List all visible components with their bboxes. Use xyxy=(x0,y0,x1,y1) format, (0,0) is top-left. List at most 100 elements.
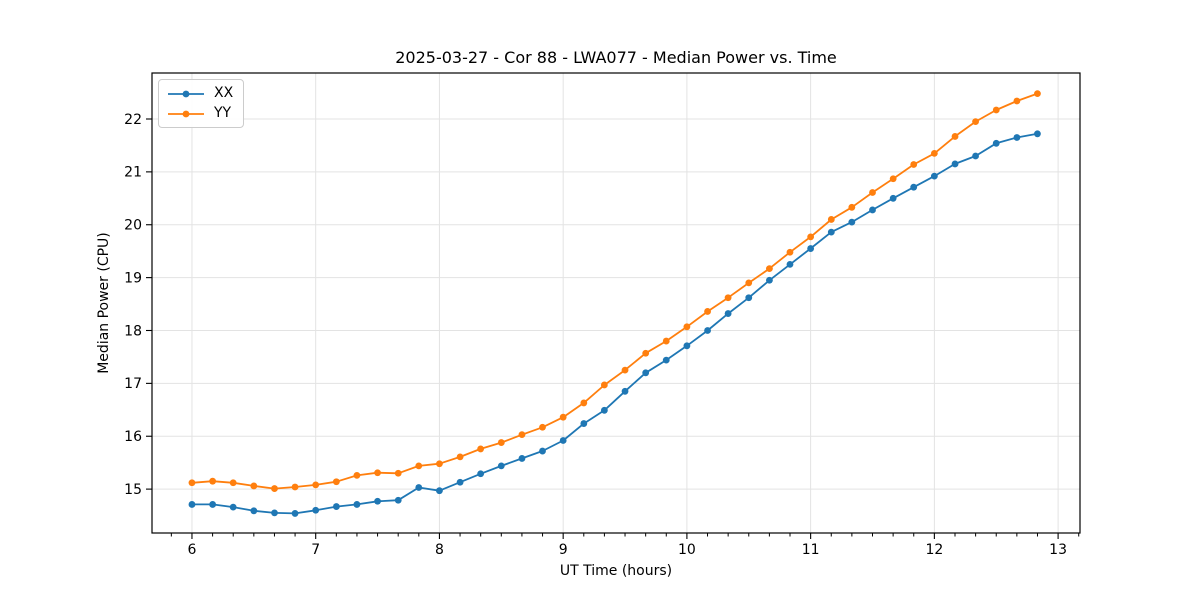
data-point-xx xyxy=(930,172,938,180)
data-point-xx xyxy=(786,261,794,268)
data-point-yy xyxy=(869,189,876,196)
data-point-yy xyxy=(312,481,320,489)
data-point-yy xyxy=(188,479,196,487)
data-point-yy xyxy=(477,445,485,453)
x-tick-label: 12 xyxy=(925,542,943,558)
data-point-xx xyxy=(291,510,299,517)
data-point-yy xyxy=(539,423,546,431)
data-point-yy xyxy=(559,413,567,421)
data-point-xx xyxy=(353,501,361,508)
y-tick-label: 18 xyxy=(124,323,142,339)
data-point-xx xyxy=(992,139,1000,147)
data-point-yy xyxy=(642,349,650,357)
legend-item-xx: XX xyxy=(167,85,233,102)
data-point-xx xyxy=(724,310,732,317)
data-point-yy xyxy=(332,478,340,486)
data-point-yy xyxy=(662,337,670,345)
series-line-xx xyxy=(192,132,1038,515)
x-tick-label: 9 xyxy=(559,542,568,558)
data-point-yy xyxy=(683,323,691,331)
data-point-yy xyxy=(992,106,1000,114)
data-point-xx xyxy=(456,478,464,486)
y-tick-label: 16 xyxy=(124,429,142,445)
data-point-yy xyxy=(807,233,815,241)
x-tick-label: 10 xyxy=(678,542,696,558)
data-point-yy xyxy=(724,294,732,302)
y-tick-label: 15 xyxy=(124,482,142,498)
data-point-yy xyxy=(580,399,588,407)
data-point-yy xyxy=(600,381,608,389)
data-point-xx xyxy=(704,327,711,334)
y-tick-label: 21 xyxy=(124,165,142,181)
data-point-xx xyxy=(188,501,196,508)
data-point-xx xyxy=(518,455,526,462)
data-point-yy xyxy=(745,279,753,287)
data-point-yy xyxy=(291,483,299,491)
data-point-xx xyxy=(209,501,217,508)
data-point-yy xyxy=(497,439,505,446)
data-point-xx xyxy=(394,496,402,504)
data-point-yy xyxy=(456,453,464,461)
axes-spines xyxy=(151,72,1081,534)
data-point-yy xyxy=(394,469,402,477)
data-point-xx xyxy=(869,206,876,214)
data-point-xx xyxy=(477,470,485,478)
chart-title: 2025-03-27 - Cor 88 - LWA077 - Median Po… xyxy=(395,48,837,67)
legend-line-marker-icon xyxy=(167,88,205,100)
x-tick-label: 11 xyxy=(802,542,820,558)
y-tick-label: 19 xyxy=(124,270,142,286)
legend-label: YY xyxy=(214,105,232,121)
data-point-xx xyxy=(683,342,691,350)
data-point-xx xyxy=(559,437,567,444)
data-point-yy xyxy=(827,216,835,223)
x-tick-label: 8 xyxy=(435,542,444,558)
x-tick-label: 6 xyxy=(188,542,197,558)
data-point-xx xyxy=(662,356,670,364)
data-point-xx xyxy=(621,387,629,395)
data-point-xx xyxy=(972,152,979,160)
data-point-yy xyxy=(951,133,959,140)
data-point-yy xyxy=(1034,90,1041,98)
data-point-xx xyxy=(600,406,608,414)
legend-label: XX xyxy=(214,85,234,101)
data-point-yy xyxy=(374,469,381,477)
data-point-xx xyxy=(1034,130,1041,138)
data-point-yy xyxy=(766,265,773,273)
data-point-yy xyxy=(436,460,443,468)
data-point-yy xyxy=(518,431,526,439)
data-point-xx xyxy=(951,160,959,168)
data-point-yy xyxy=(1013,97,1021,105)
data-point-yy xyxy=(621,366,629,374)
data-point-xx xyxy=(766,276,773,284)
data-point-xx xyxy=(271,509,278,517)
data-point-xx xyxy=(229,503,237,511)
data-point-xx xyxy=(848,218,856,226)
data-point-yy xyxy=(848,203,856,211)
data-point-yy xyxy=(972,118,979,126)
data-point-xx xyxy=(745,294,753,302)
data-point-yy xyxy=(889,175,897,183)
data-point-xx xyxy=(250,507,258,515)
x-tick-label: 7 xyxy=(311,542,320,558)
data-point-yy xyxy=(250,482,258,490)
legend-item-yy: YY xyxy=(167,105,233,122)
x-axis-label: UT Time (hours) xyxy=(559,563,673,579)
data-point-xx xyxy=(642,369,650,377)
data-point-xx xyxy=(539,447,546,455)
data-point-xx xyxy=(415,484,423,491)
data-point-xx xyxy=(827,228,835,236)
legend-line-marker-icon xyxy=(167,108,205,120)
data-point-xx xyxy=(910,183,918,191)
data-point-yy xyxy=(786,248,794,256)
data-point-yy xyxy=(353,471,361,479)
y-tick-label: 17 xyxy=(124,376,142,392)
legend: XX YY xyxy=(158,79,245,128)
data-point-xx xyxy=(312,506,320,514)
data-point-xx xyxy=(332,503,340,510)
x-tick-label: 13 xyxy=(1049,542,1067,558)
data-point-yy xyxy=(209,477,217,485)
y-tick-label: 20 xyxy=(124,218,142,234)
data-point-xx xyxy=(497,462,505,470)
